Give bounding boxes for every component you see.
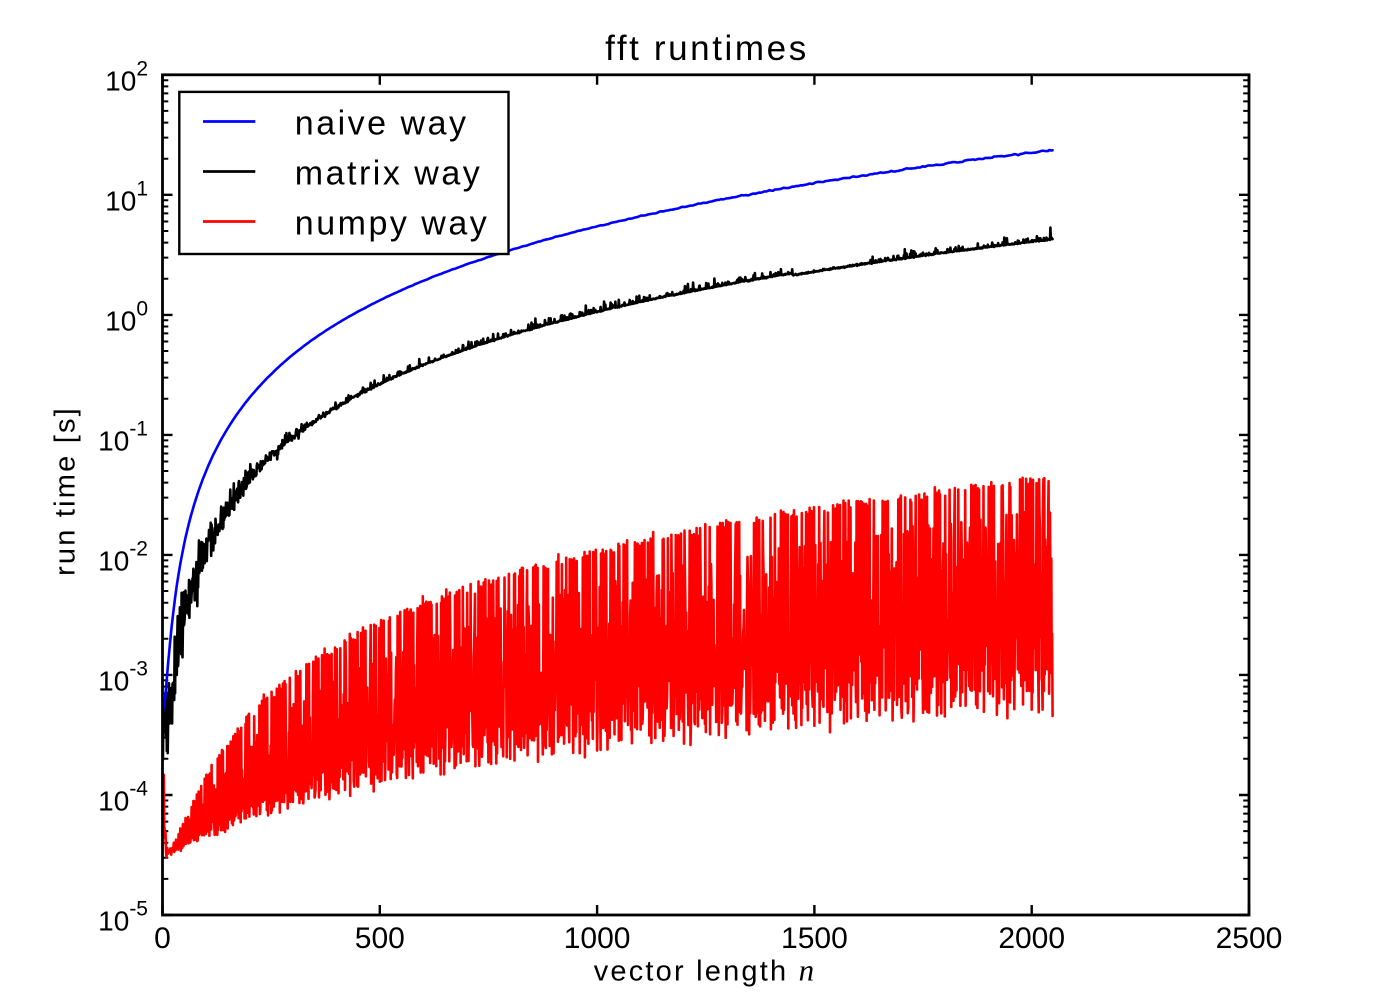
svg-text:2500: 2500 <box>1216 922 1283 955</box>
svg-text:numpy way: numpy way <box>295 205 489 243</box>
svg-text:1500: 1500 <box>781 922 848 955</box>
svg-text:500: 500 <box>355 922 405 955</box>
svg-text:fft runtimes: fft runtimes <box>605 29 809 68</box>
svg-text:matrix way: matrix way <box>295 155 482 193</box>
svg-text:naive way: naive way <box>295 105 469 143</box>
svg-text:0: 0 <box>154 922 171 955</box>
svg-text:vector length n: vector length n <box>594 953 817 988</box>
svg-text:run time [s]: run time [s] <box>50 406 82 576</box>
svg-text:1000: 1000 <box>564 922 631 955</box>
svg-text:2000: 2000 <box>998 922 1065 955</box>
